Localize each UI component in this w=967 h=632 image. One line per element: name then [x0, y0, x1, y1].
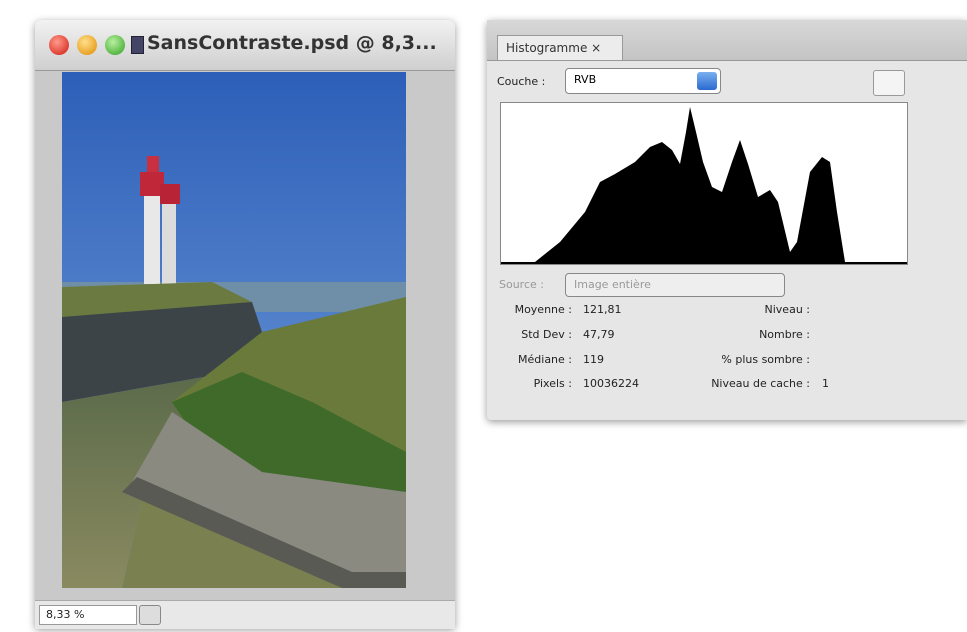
stat-label: Std Dev :: [521, 328, 572, 341]
stat-label: Pixels :: [533, 377, 572, 390]
doc-icon: [131, 36, 144, 54]
stat-value: 47,79: [583, 328, 615, 341]
stat-label: Nombre :: [759, 328, 810, 341]
panel-header: Histogramme ×: [487, 20, 967, 61]
minimize-button[interactable]: [77, 35, 97, 55]
source-value: Image entière: [574, 278, 651, 291]
document-window: SansContraste.psd @ 8,3... 8,33 %: [35, 20, 455, 629]
channel-value: RVB: [574, 73, 597, 86]
stat-label: Niveau de cache :: [711, 377, 810, 390]
window-title: SansContraste.psd @ 8,3...: [147, 32, 437, 54]
status-menu[interactable]: [139, 605, 161, 625]
stat-value: 119: [583, 353, 604, 366]
stat-value: 121,81: [583, 303, 622, 316]
source-label: Source :: [499, 278, 544, 291]
histogram-panel: Histogramme × Couche : RVB Source : Imag…: [487, 20, 967, 420]
source-select[interactable]: Image entière: [565, 273, 785, 297]
channel-select[interactable]: RVB: [565, 68, 721, 94]
photo: [62, 72, 406, 588]
stat-value: 1: [822, 377, 829, 390]
refresh-button[interactable]: [873, 70, 905, 96]
stat-value: 10036224: [583, 377, 639, 390]
zoom-field[interactable]: 8,33 %: [39, 605, 137, 625]
zoom-button[interactable]: [105, 35, 125, 55]
histogram: [500, 102, 908, 265]
channel-label: Couche :: [497, 75, 546, 88]
select-arrows: [697, 72, 717, 90]
stat-label: % plus sombre :: [721, 353, 810, 366]
status-bar: 8,33 %: [35, 600, 455, 629]
tab-label: Histogramme: [506, 41, 588, 55]
stat-label: Médiane :: [518, 353, 572, 366]
title-bar: SansContraste.psd @ 8,3...: [35, 20, 455, 71]
stat-label: Moyenne :: [514, 303, 572, 316]
stat-label: Niveau :: [764, 303, 810, 316]
panel-tab[interactable]: Histogramme ×: [497, 35, 623, 60]
close-button[interactable]: [49, 35, 69, 55]
